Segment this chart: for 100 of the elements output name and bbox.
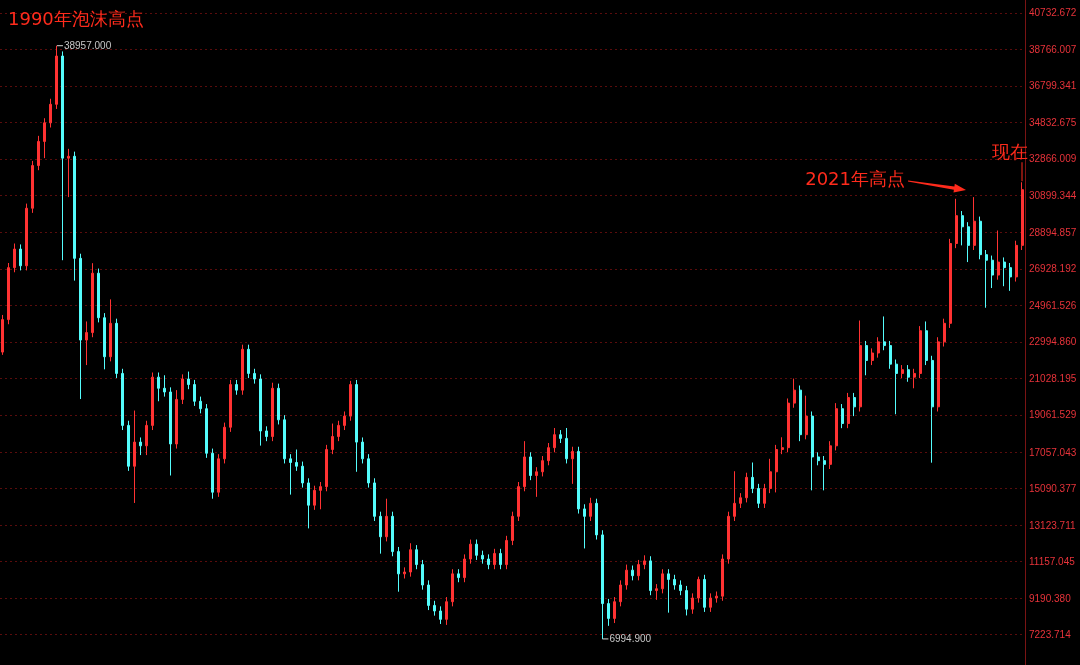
candlestick — [763, 483, 766, 509]
y-tick-label: 24961.526 — [1029, 299, 1077, 311]
candlestick — [283, 414, 286, 464]
candlestick — [403, 566, 406, 580]
candlestick — [445, 596, 448, 626]
candlestick — [715, 591, 718, 604]
candlestick — [613, 596, 616, 624]
candlestick — [979, 216, 982, 260]
candlestick — [685, 585, 688, 616]
candlestick — [169, 386, 172, 476]
candlestick — [961, 210, 964, 246]
candlestick — [109, 298, 112, 362]
candlestick — [541, 455, 544, 477]
candlestick — [793, 378, 796, 409]
candlestick — [457, 568, 460, 583]
candlestick — [73, 151, 76, 282]
candlestick — [727, 511, 730, 565]
candlestick — [871, 347, 874, 366]
candlestick — [223, 422, 226, 464]
y-tick-label: 9190.380 — [1029, 592, 1072, 604]
candlestick — [481, 550, 484, 565]
candlestick — [271, 382, 274, 442]
candlestick — [625, 564, 628, 591]
candlestick — [601, 529, 604, 640]
candlestick — [163, 374, 166, 398]
candlestick — [709, 592, 712, 613]
candlestick — [7, 262, 10, 325]
candlestick — [817, 451, 820, 466]
candlestick — [583, 503, 586, 549]
candlestick — [97, 268, 100, 323]
candlestick — [889, 340, 892, 370]
candlestick — [769, 458, 772, 494]
candlestick — [775, 444, 778, 493]
y-tick-label: 26928.192 — [1029, 263, 1077, 275]
candlestick — [373, 477, 376, 522]
candlestick — [847, 392, 850, 429]
candlestick — [55, 45, 58, 110]
candlestick — [289, 453, 292, 496]
candlestick — [991, 255, 994, 289]
candlestick — [409, 542, 412, 578]
candlestick — [433, 600, 436, 617]
candlestick — [535, 466, 538, 498]
candlestick — [751, 462, 754, 494]
candlestick — [439, 605, 442, 625]
candlestick — [643, 554, 646, 570]
candlestick — [925, 320, 928, 366]
y-tick-label: 11157.045 — [1029, 556, 1076, 568]
candlestick — [217, 453, 220, 498]
candlestick — [379, 511, 382, 555]
candlestick — [805, 395, 808, 440]
candlestick — [517, 481, 520, 522]
candlestick — [181, 373, 184, 405]
candlestick — [19, 243, 22, 271]
candlestick — [367, 453, 370, 489]
candlestick — [103, 312, 106, 370]
candlestick — [937, 336, 940, 412]
candlestick — [487, 553, 490, 570]
annotation: 6994.900 — [609, 633, 652, 645]
candlestick — [931, 355, 934, 464]
y-tick-label: 40732.672 — [1029, 7, 1077, 19]
candlestick — [331, 423, 334, 455]
candlestick — [385, 498, 388, 542]
candlestick — [139, 436, 142, 456]
y-tick-label: 19061.529 — [1029, 409, 1077, 421]
candlestick — [451, 568, 454, 607]
candlestick — [853, 392, 856, 417]
candlestick — [193, 379, 196, 407]
candlestick — [49, 98, 52, 129]
candlestick — [565, 427, 568, 464]
candlestick — [343, 410, 346, 431]
candlestick — [577, 446, 580, 515]
candlestick — [895, 359, 898, 415]
candlestick — [241, 344, 244, 396]
candlestick — [301, 461, 304, 489]
candlestick — [877, 336, 880, 359]
candlestick — [133, 410, 136, 504]
candlestick — [589, 497, 592, 522]
candlestick — [493, 548, 496, 570]
candlestick — [265, 425, 268, 442]
candlestick — [757, 483, 760, 509]
candlestick — [61, 50, 64, 261]
candlestick — [703, 574, 706, 613]
candlestick — [691, 592, 694, 615]
y-tick-label: 15090.377 — [1029, 483, 1077, 495]
candlestick — [619, 579, 622, 607]
candlestick — [955, 198, 958, 249]
candlestick — [631, 565, 634, 581]
candlestick — [823, 455, 826, 491]
y-tick-label: 7223.714 — [1029, 629, 1072, 641]
candlestick — [25, 203, 28, 271]
candlestick — [841, 403, 844, 429]
annotation: 现在 — [992, 140, 1028, 162]
candlestick — [31, 160, 34, 214]
candlestick — [253, 368, 256, 385]
candlestick — [475, 539, 478, 561]
candlestick — [985, 249, 988, 309]
candlestick — [211, 448, 214, 500]
candlestick — [499, 548, 502, 570]
candlestick — [37, 135, 40, 171]
candlestick — [967, 221, 970, 263]
